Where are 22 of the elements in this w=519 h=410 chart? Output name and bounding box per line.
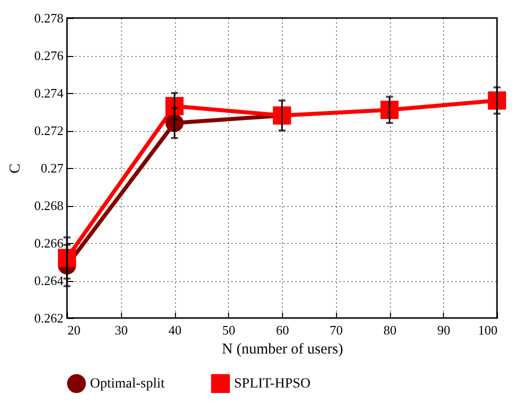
x-axis-title: N (number of users) <box>222 342 344 358</box>
x-tick-label: 100 <box>478 322 498 338</box>
y-tick-label: 0.266 <box>34 236 64 250</box>
x-tick-label: 40 <box>168 322 182 338</box>
y-axis-title: C <box>7 163 24 174</box>
y-tick-label: 0.268 <box>34 198 64 213</box>
x-tick-label: 20 <box>68 322 80 338</box>
x-tick-label: 90 <box>437 322 450 338</box>
y-tick-label: 0.278 <box>34 10 64 26</box>
y-tick-label: 0.264 <box>34 273 64 288</box>
y-tick-label: 0.27 <box>40 160 64 176</box>
x-tick-label: 70 <box>330 322 343 338</box>
x-tick-label: 80 <box>384 322 396 338</box>
y-tick-label: 0.262 <box>34 310 64 326</box>
x-tick-label: 30 <box>114 322 128 338</box>
y-tick-label: 0.272 <box>34 123 64 138</box>
y-tick-label: 0.276 <box>34 48 64 63</box>
x-tick-label: 60 <box>276 322 289 338</box>
legend-label: Optimal-split <box>90 376 165 392</box>
y-tick-label: 0.274 <box>34 86 64 100</box>
legend-label: SPLIT-HPSO <box>234 376 311 392</box>
x-tick-label: 50 <box>222 322 236 338</box>
